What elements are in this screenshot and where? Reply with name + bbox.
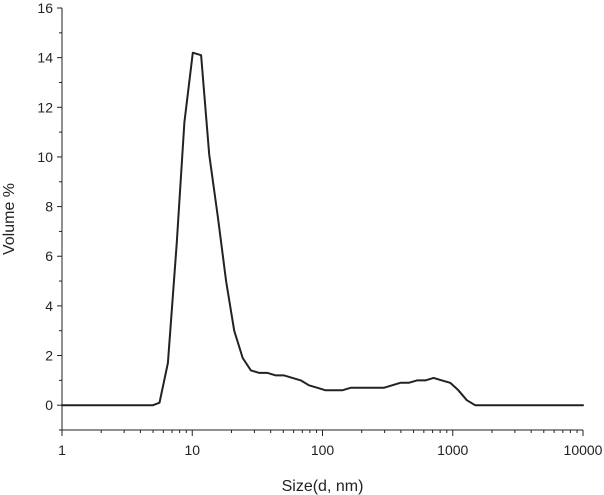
series-layer [61, 51, 584, 407]
y-tick-label: 16 [37, 0, 53, 16]
x-tick-label: 1 [58, 442, 66, 458]
x-axis: 1 10 100 1000 10000 [58, 429, 603, 458]
y-tick-label: 12 [37, 99, 53, 115]
x-tick-label: 100 [311, 442, 335, 458]
x-tick-label: 10 [184, 442, 200, 458]
y-tick-label: 2 [45, 348, 53, 364]
y-tick-label: 0 [45, 397, 53, 413]
x-tick-label: 10000 [564, 442, 603, 458]
y-axis-title: Volume % [1, 183, 18, 255]
x-axis-title: Size(d, nm) [282, 478, 364, 495]
y-axis: 0 2 4 6 8 10 12 14 16 [37, 0, 63, 431]
y-tick-label: 6 [45, 248, 53, 264]
series-line-0 [61, 51, 584, 407]
y-tick-label: 8 [45, 199, 53, 215]
x-tick-label: 1000 [437, 442, 468, 458]
y-tick-label: 4 [45, 298, 53, 314]
y-tick-label: 10 [37, 149, 53, 165]
y-tick-label: 14 [37, 50, 53, 66]
